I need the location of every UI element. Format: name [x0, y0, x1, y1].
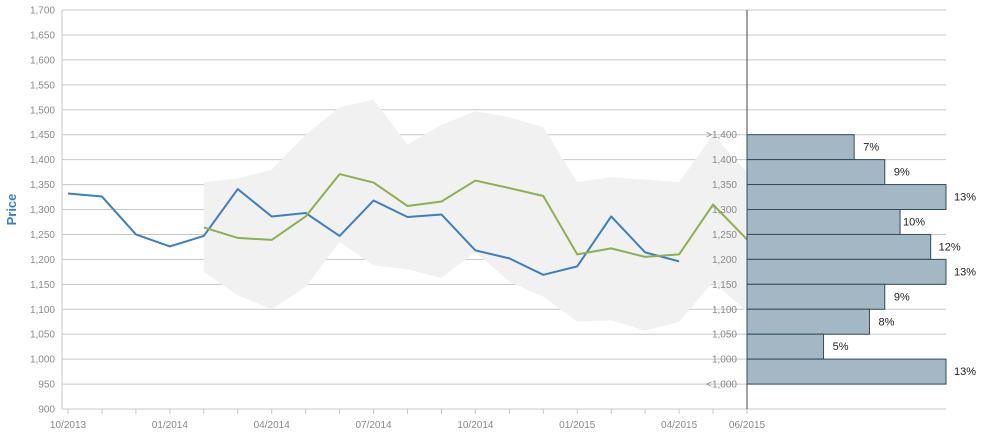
distribution-bar: [746, 308, 870, 335]
distribution-percent-label: 10%: [903, 217, 925, 229]
price-distribution: [746, 134, 947, 385]
y-tick-label: 950: [38, 380, 55, 391]
distribution-category-label: >1,400: [706, 130, 737, 141]
y-tick-label: 1,350: [30, 180, 55, 191]
distribution-percent-label: 13%: [954, 366, 976, 378]
distribution-category-label: 1,100: [712, 305, 737, 316]
y-tick-label: 1,500: [30, 105, 55, 116]
distribution-bar: [746, 283, 886, 310]
y-tick-label: 1,050: [30, 330, 55, 341]
distribution-category-label: 1,200: [712, 255, 737, 266]
distribution-percent-label: 7%: [863, 142, 879, 154]
series-line: [67, 188, 680, 276]
forecast-band-area: [203, 99, 781, 331]
x-tick-label: 10/2014: [457, 420, 494, 431]
x-tick-label: 06/2015: [729, 420, 766, 431]
distribution-bar: [746, 184, 947, 210]
distribution-bar: [746, 358, 947, 385]
y-tick-label: 1,200: [30, 255, 55, 266]
y-tick-label: 900: [38, 405, 55, 416]
distribution-category-label: <1,000: [706, 380, 737, 391]
distribution-category-label: 1,400: [712, 155, 737, 166]
distribution-percent-label: 5%: [833, 341, 849, 353]
x-tick-label: 04/2014: [254, 420, 291, 431]
distribution-bar: [746, 159, 886, 186]
y-axis-title: Price: [4, 194, 19, 226]
y-tick-label: 1,300: [30, 205, 55, 216]
distribution-category-label: 1,250: [712, 230, 737, 241]
y-tick-label: 1,000: [30, 355, 55, 366]
distribution-category-label: 1,300: [712, 205, 737, 216]
price-series: [67, 173, 782, 276]
distribution-bar: [746, 258, 947, 285]
distribution-category-label: 1,350: [712, 180, 737, 191]
distribution-bar: [746, 333, 825, 360]
y-tick-label: 1,550: [30, 80, 55, 91]
y-tick-label: 1,650: [30, 30, 55, 41]
distribution-bar: [746, 209, 901, 235]
distribution-percent-label: 8%: [879, 316, 895, 328]
y-tick-label: 1,400: [30, 155, 55, 166]
series-line: [203, 173, 782, 261]
y-tick-label: 1,600: [30, 55, 55, 66]
distribution-bar: [746, 134, 855, 161]
distribution-category-label: 1,050: [712, 330, 737, 341]
forecast-range-band: [203, 99, 781, 331]
x-tick-label: 01/2015: [559, 420, 596, 431]
x-tick-label: 10/2013: [50, 420, 87, 431]
grid-lines: [62, 9, 946, 410]
x-tick-label: 04/2015: [661, 420, 698, 431]
distribution-percent-label: 13%: [954, 192, 976, 204]
x-tick-label: 01/2014: [152, 420, 189, 431]
axis-labels: 900 950 1,000 1,050 1,100 1,150 1,200 1,250 1,30…: [4, 6, 976, 432]
distribution-category-label: 1,000: [712, 355, 737, 366]
distribution-percent-label: 9%: [894, 291, 910, 303]
y-tick-label: 1,450: [30, 130, 55, 141]
y-tick-label: 1,700: [30, 6, 55, 17]
y-tick-label: 1,100: [30, 305, 55, 316]
y-tick-label: 1,150: [30, 280, 55, 291]
distribution-percent-label: 12%: [939, 241, 961, 253]
distribution-category-label: 1,150: [712, 280, 737, 291]
x-tick-label: 07/2014: [355, 420, 392, 431]
distribution-percent-label: 13%: [954, 266, 976, 278]
distribution-percent-label: 9%: [894, 167, 910, 179]
distribution-bar: [746, 233, 932, 260]
y-tick-label: 1,250: [30, 230, 55, 241]
